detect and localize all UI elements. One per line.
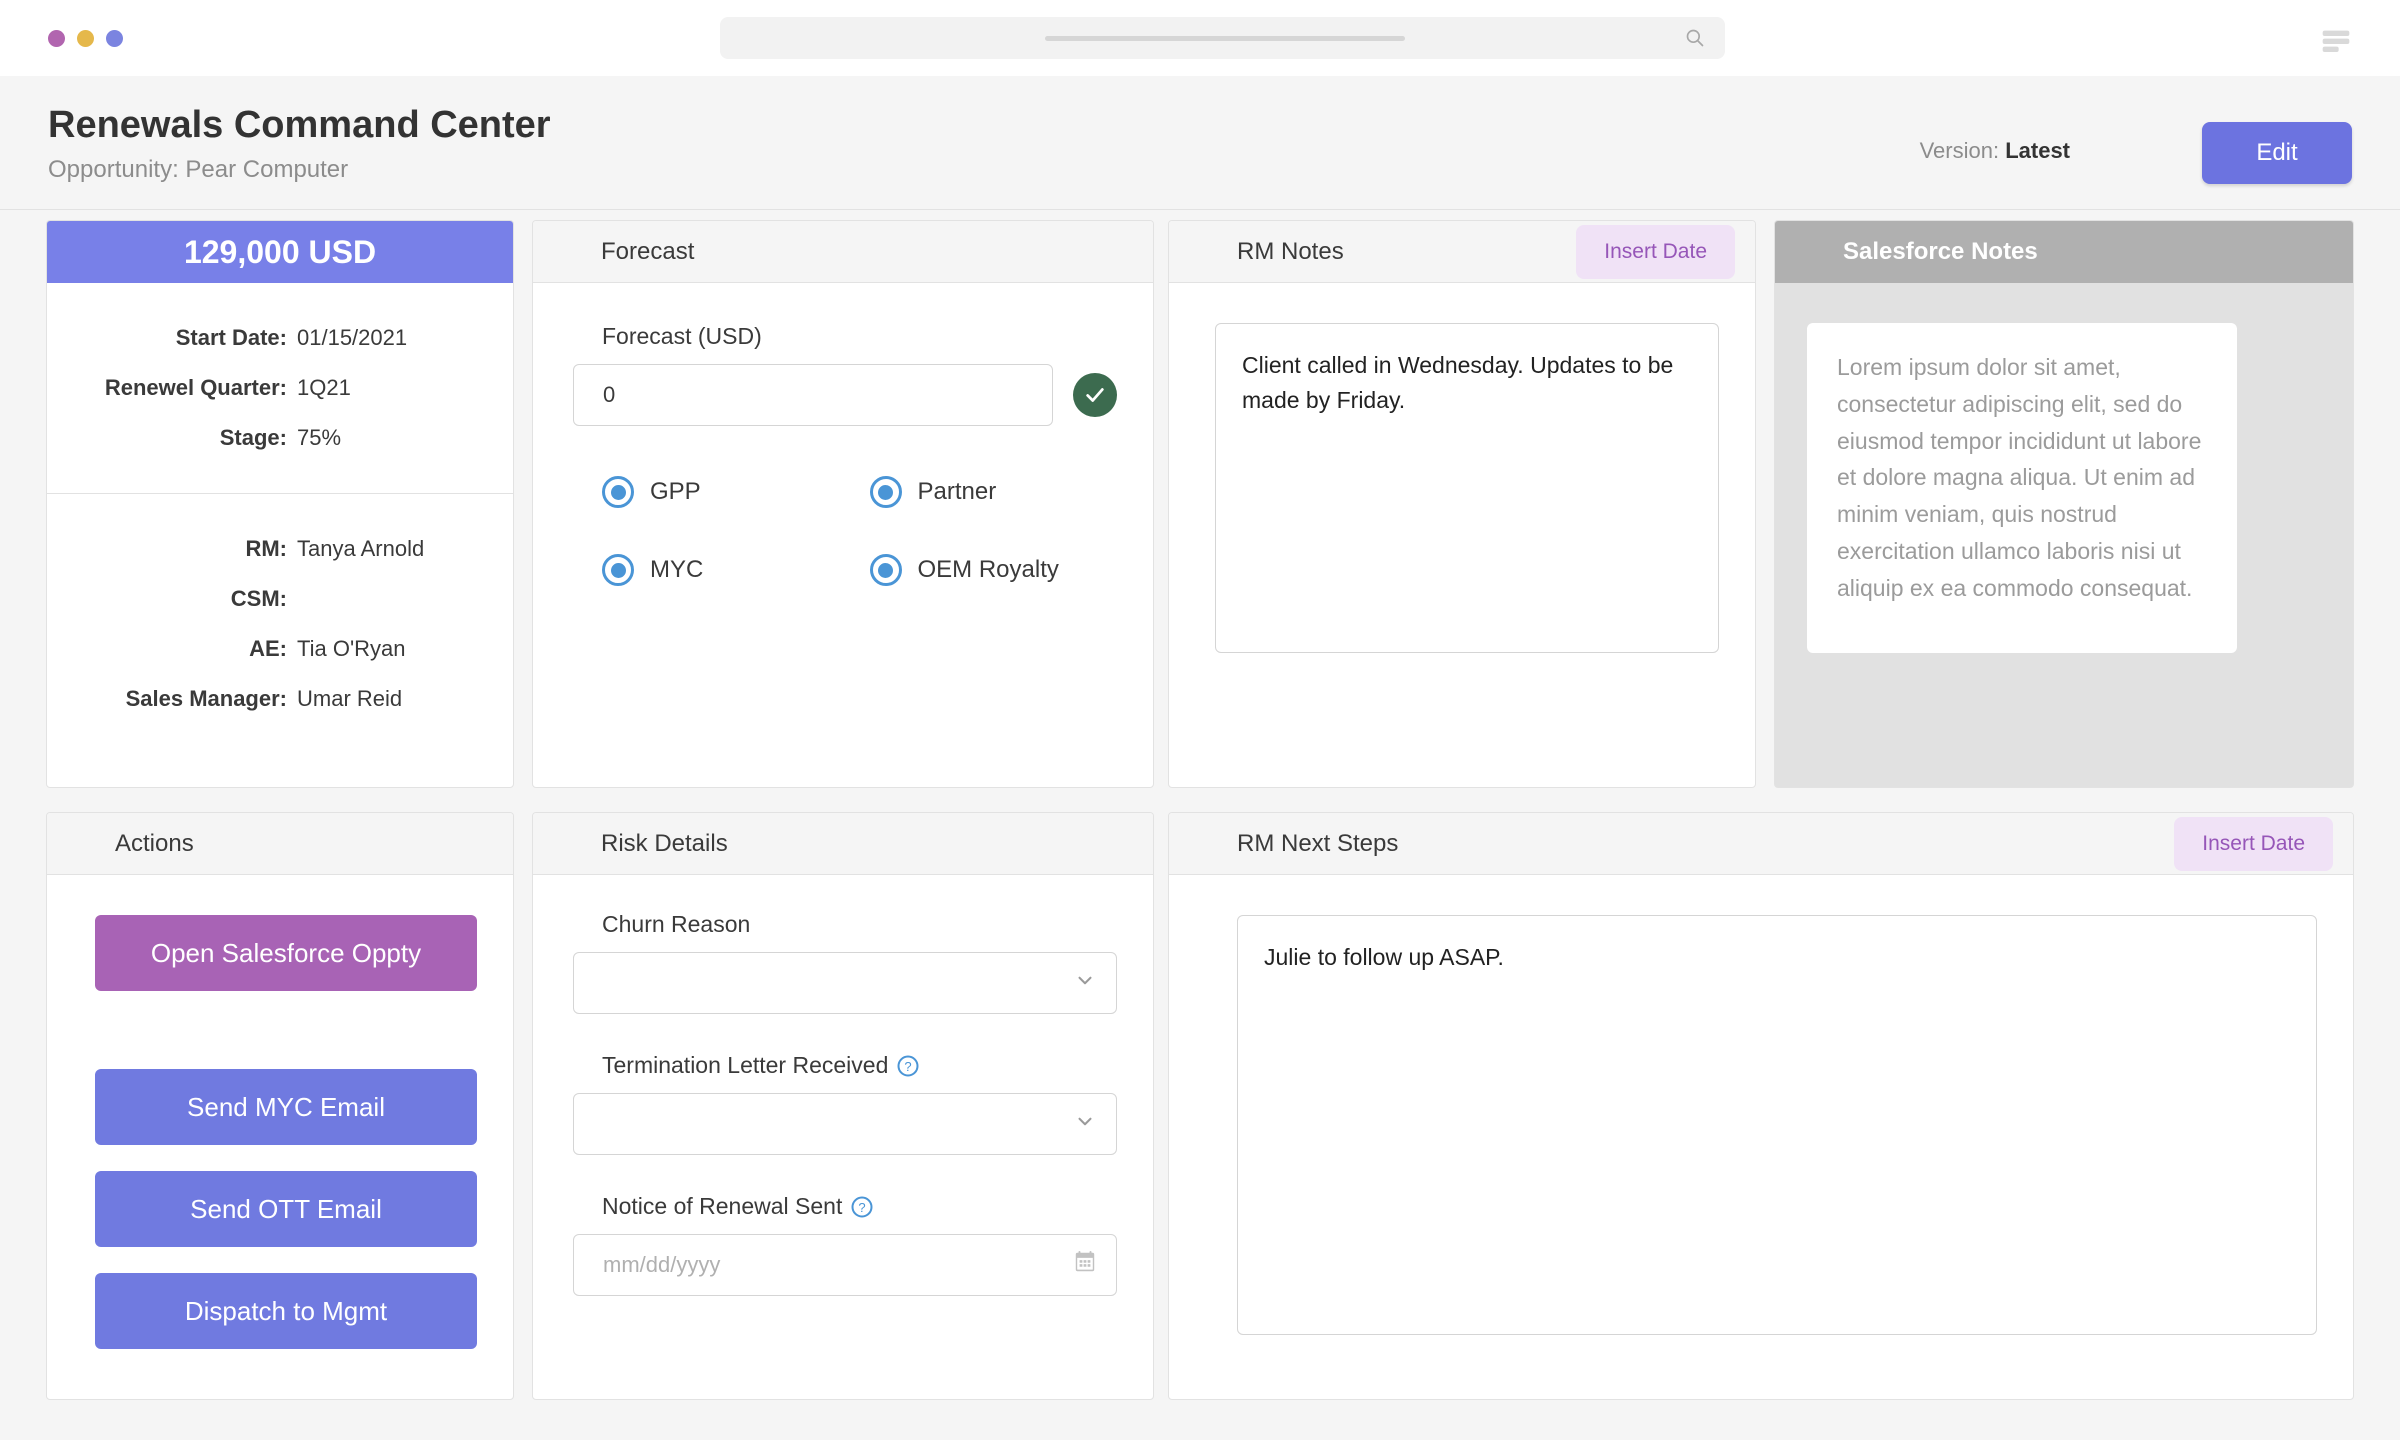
svg-text:?: ? xyxy=(859,1200,866,1215)
svg-text:?: ? xyxy=(905,1059,912,1074)
